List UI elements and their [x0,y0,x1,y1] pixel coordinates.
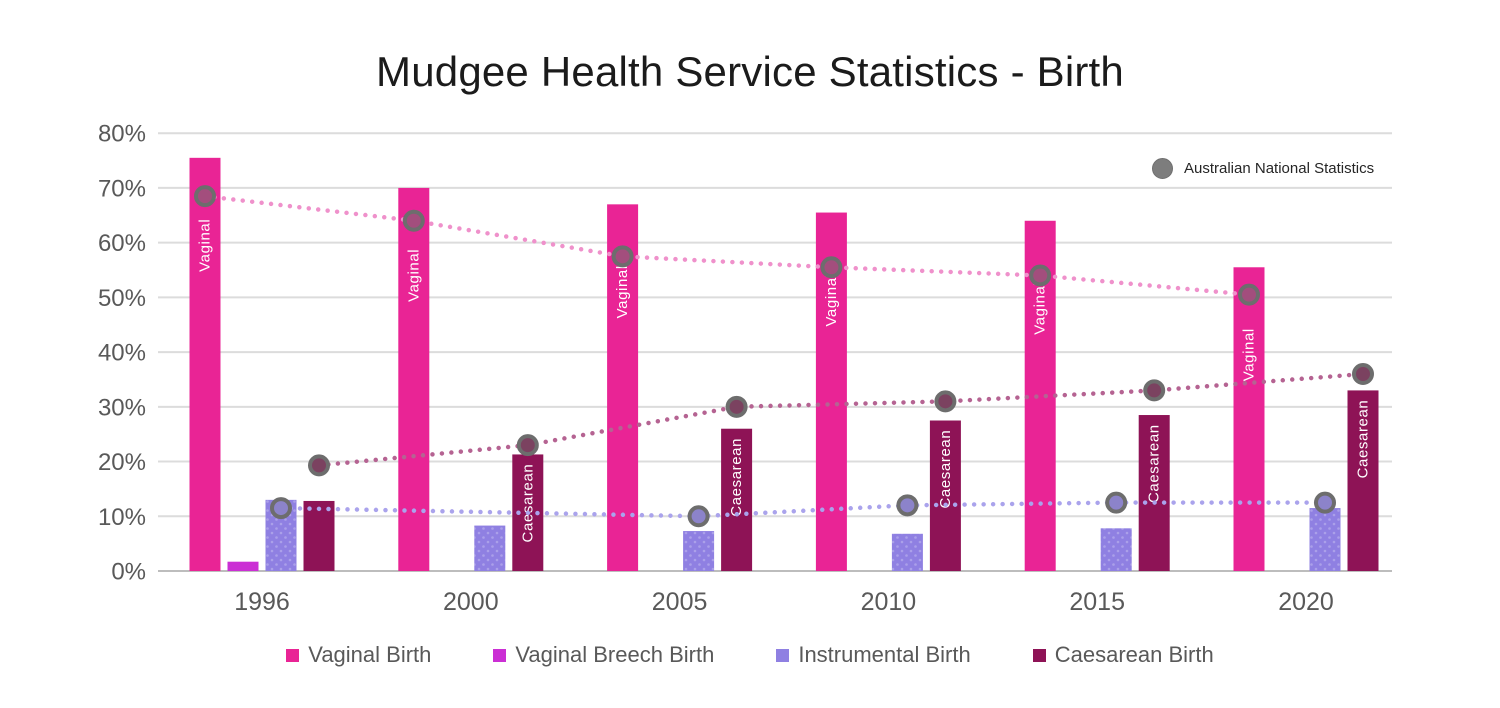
bar-texture-2020 [1309,508,1341,571]
national-legend-label: Australian National Statistics [1184,160,1375,177]
bar-caesarean-birth-2020 [1347,390,1379,571]
bar-vaginal-birth-1996 [189,157,221,572]
national-marker-vaginal-1996 [194,185,216,208]
national-marker-instrumental-1996 [270,497,292,520]
national-marker-caesarean-2020 [1352,362,1374,385]
national-marker-instrumental-2015 [1105,491,1128,514]
bar-label-caesarean-2020: Caesarean [1355,400,1372,479]
y-axis-tick-label: 80% [98,121,146,148]
national-marker-instrumental-2010 [896,494,919,517]
y-axis-tick-label: 40% [98,340,146,367]
x-axis-label-2010: 2010 [861,588,917,616]
bar-label-caesarean-2005: Caesarean [728,438,745,517]
bar-caesarean-birth-1996 [303,500,335,571]
bar-label-vaginal-1996: Vaginal [197,219,214,272]
national-marker-caesarean-2000 [516,434,539,457]
bar-label-caesarean-2000: Caesarean [519,464,536,543]
x-axis-label-2000: 2000 [443,588,499,616]
x-axis-label-1996: 1996 [234,588,290,616]
national-marker-caesarean-2015 [1143,379,1166,402]
national-marker-vaginal-2000 [402,209,425,232]
legend-swatch-caesarean-birth [1032,648,1046,662]
bar-caesarean-birth-2015 [1138,415,1170,571]
bar-texture-2010 [891,533,923,571]
legend-swatch-vaginal-breech-birth [493,648,507,662]
bar-label-vaginal-2005: Vaginal [614,265,631,318]
x-axis-label-2005: 2005 [652,588,708,616]
legend-item-instrumental-birth: Instrumental Birth [776,642,971,668]
bar-texture-2005 [683,531,715,571]
legend-label-caesarean-birth: Caesarean Birth [1054,642,1214,667]
legend-label-vaginal-breech-birth: Vaginal Breech Birth [515,642,715,667]
legend-item-caesarean-birth: Caesarean Birth [1032,642,1214,668]
bar-label-vaginal-2015: Vaginal [1032,282,1049,335]
bar-label-caesarean-2015: Caesarean [1146,424,1163,503]
national-marker-instrumental-2005 [687,505,710,528]
legend-label-instrumental-birth: Instrumental Birth [798,642,971,667]
bar-caesarean-birth-2010 [929,420,961,571]
bar-vaginal-breech-birth-1996 [227,561,259,571]
y-axis-tick-label: 50% [98,285,146,312]
national-marker-caesarean-1996 [308,454,330,477]
y-axis-tick-label: 20% [98,449,146,476]
national-line-caesarean [316,371,1366,468]
series-legend: Vaginal Birth Vaginal Breech Birth Instrum… [0,642,1500,668]
bar-label-vaginal-2000: Vaginal [405,249,422,302]
bar-label-vaginal-2010: Vaginal [823,273,840,326]
bar-texture-2015 [1100,528,1132,571]
x-axis-label-2020: 2020 [1278,588,1334,616]
national-marker-caesarean-2010 [934,390,957,413]
national-legend: Australian National Statistics [1152,158,1374,179]
legend-swatch-vaginal-birth [286,648,300,662]
bar-vaginal-birth-2020 [1233,267,1265,571]
national-marker-caesarean-2005 [725,395,748,418]
national-marker-vaginal-2020 [1238,283,1260,306]
bar-texture-2000 [474,525,506,571]
national-marker-vaginal-2010 [820,256,843,279]
legend-item-vaginal-breech-birth: Vaginal Breech Birth [493,642,714,668]
bar-label-caesarean-2010: Caesarean [937,430,954,509]
legend-swatch-instrumental-birth [776,648,790,662]
national-line-vaginal [202,193,1252,297]
bar-caesarean-birth-2005 [721,428,753,571]
y-axis-tick-label: 10% [98,504,146,531]
y-axis-tick-label: 0% [111,559,146,586]
bar-label-vaginal-2020: Vaginal [1241,328,1258,381]
national-marker-vaginal-2005 [611,245,634,268]
national-legend-circle-icon [1152,158,1173,179]
x-axis-label-2015: 2015 [1069,588,1125,616]
y-axis-tick-label: 70% [98,175,146,202]
legend-item-vaginal-birth: Vaginal Birth [286,642,431,668]
y-axis-tick-label: 30% [98,394,146,421]
national-marker-vaginal-2015 [1029,264,1052,287]
chart-title: Mudgee Health Service Statistics - Birth [376,48,1124,95]
legend-label-vaginal-birth: Vaginal Birth [308,642,432,667]
national-marker-instrumental-2020 [1314,491,1336,514]
bar-vaginal-birth-2000 [398,187,430,572]
y-axis-tick-label: 60% [98,230,146,257]
